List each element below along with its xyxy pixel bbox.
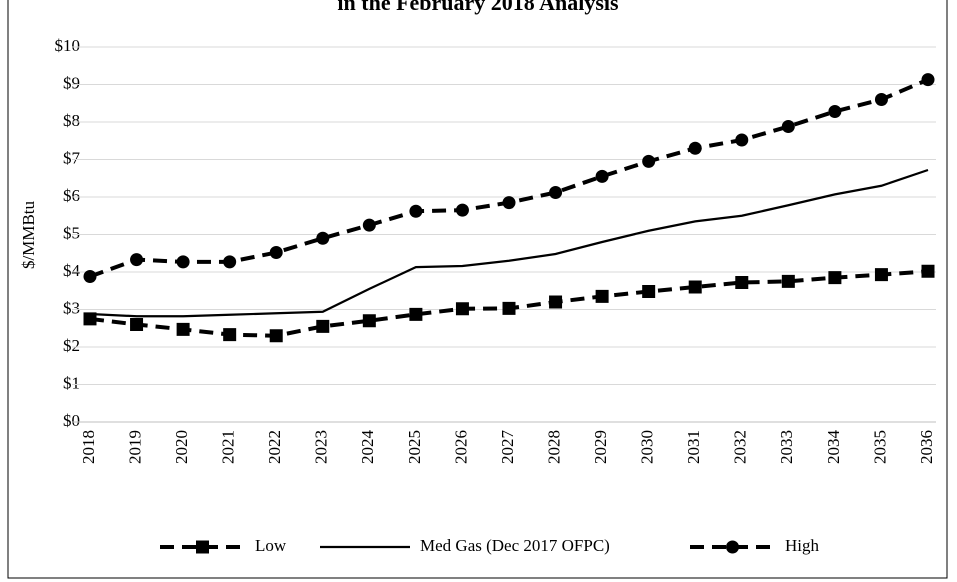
x-tick-label: 2027 — [498, 430, 517, 465]
legend-marker — [726, 540, 739, 554]
marker — [781, 120, 795, 133]
chart-frame — [7, 0, 948, 579]
x-tick-label: 2029 — [591, 430, 610, 464]
marker — [130, 318, 144, 331]
x-tick-label: 2036 — [917, 430, 936, 464]
y-tick-label: $2 — [63, 336, 80, 355]
marker — [455, 203, 469, 217]
x-tick-label: 2030 — [638, 430, 657, 464]
x-tick-label: 2020 — [172, 430, 191, 464]
y-tick-label: $5 — [63, 223, 80, 242]
y-tick-label: $4 — [63, 261, 81, 280]
x-tick-label: 2034 — [824, 430, 843, 465]
y-tick-label: $6 — [63, 186, 80, 205]
marker — [83, 312, 97, 326]
marker — [642, 154, 656, 168]
marker — [642, 285, 656, 298]
x-tick-label: 2019 — [125, 430, 144, 464]
marker — [362, 218, 376, 232]
y-tick-label: $9 — [63, 73, 80, 92]
marker — [549, 186, 563, 199]
y-tick-label: $0 — [63, 411, 80, 430]
marker — [223, 255, 237, 269]
x-tick-label: 2032 — [731, 430, 750, 464]
x-tick-label: 2022 — [265, 430, 284, 464]
x-tick-label: 2035 — [870, 430, 889, 464]
marker — [735, 133, 749, 147]
y-axis-label: $/MMBtu — [19, 200, 38, 269]
marker — [362, 314, 376, 328]
marker — [176, 322, 190, 336]
marker — [455, 302, 469, 316]
x-tick-label: 2028 — [544, 430, 563, 464]
marker — [130, 253, 144, 267]
marker — [688, 280, 702, 294]
y-tick-label: $1 — [63, 373, 80, 392]
y-tick-label: $10 — [55, 36, 81, 55]
marker — [502, 196, 516, 210]
marker — [921, 264, 935, 278]
series-line — [89, 168, 929, 318]
marker — [828, 105, 842, 118]
x-tick-label: 2024 — [358, 430, 377, 465]
marker — [83, 270, 97, 283]
marker — [409, 204, 423, 218]
marker — [549, 295, 563, 309]
marker — [828, 271, 842, 285]
marker — [688, 141, 702, 155]
x-tick-label: 2031 — [684, 430, 703, 464]
marker — [874, 268, 888, 282]
marker — [269, 329, 283, 343]
marker — [921, 73, 935, 87]
y-tick-label: $3 — [63, 298, 80, 317]
x-tick-label: 2026 — [451, 430, 470, 464]
legend-label: Med Gas (Dec 2017 OFPC) — [420, 536, 610, 555]
marker — [595, 169, 609, 183]
x-tick-label: 2025 — [405, 430, 424, 464]
legend-label: High — [785, 536, 820, 555]
marker — [316, 319, 330, 333]
x-tick-label: 2023 — [312, 430, 331, 464]
legend-label: Low — [255, 536, 287, 555]
y-tick-label: $7 — [63, 148, 81, 167]
x-tick-label: 2018 — [79, 430, 98, 464]
marker — [269, 246, 283, 259]
x-tick-label: 2033 — [777, 430, 796, 464]
x-tick-label: 2021 — [219, 430, 238, 464]
marker — [176, 255, 190, 269]
marker — [223, 328, 237, 342]
marker — [316, 231, 330, 245]
legend-marker — [196, 540, 209, 554]
marker — [874, 93, 888, 106]
chart-title: in the February 2018 Analysis — [337, 0, 619, 15]
marker — [409, 307, 423, 321]
y-tick-label: $8 — [63, 111, 80, 130]
marker — [595, 289, 609, 303]
marker — [781, 274, 795, 288]
marker — [735, 276, 749, 289]
marker — [502, 301, 516, 315]
